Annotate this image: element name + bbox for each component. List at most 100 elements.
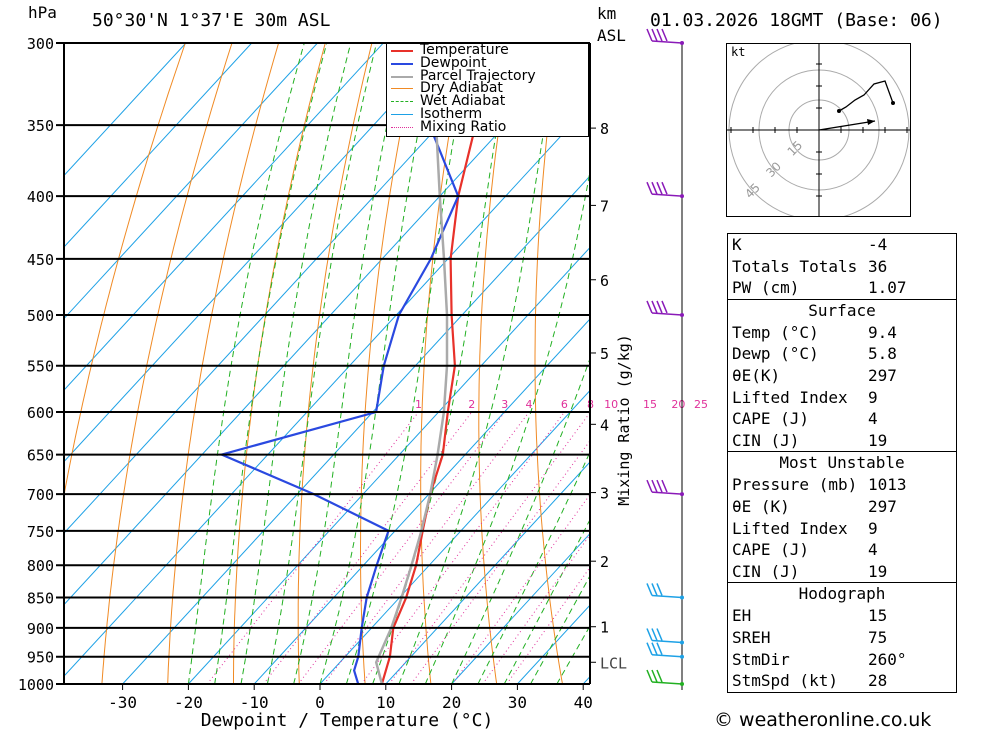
mixing-ratio-line xyxy=(263,411,473,684)
hodograph-ring-label: 15 xyxy=(785,138,806,159)
mixing-ratio-label: 10 xyxy=(604,398,618,411)
km-tick-label: 3 xyxy=(600,485,609,503)
isotherm-line xyxy=(64,43,516,534)
wet-adiabat-line xyxy=(477,450,590,684)
wind-barb-feather xyxy=(651,479,658,493)
dry-adiabat-line xyxy=(101,43,233,684)
wind-barb-feather xyxy=(646,583,653,596)
legend-mixing-ratio: Mixing Ratio xyxy=(387,120,588,134)
dry-adiabat-line xyxy=(978,43,1000,684)
wind-barb xyxy=(651,193,683,197)
surface-cin: CIN (J) 19 xyxy=(732,430,888,450)
legend-parcel: Parcel Trajectory xyxy=(387,69,588,83)
wind-barb-feather xyxy=(646,300,653,314)
wet-adiabat-line xyxy=(503,518,590,684)
legend-wet-adiabat: Wet Adiabat xyxy=(387,94,588,108)
wet-adiabat-line xyxy=(187,43,305,684)
isotherm-line xyxy=(64,103,590,677)
pressure-tick-label: 500 xyxy=(27,307,54,325)
mixing-ratio-label: 15 xyxy=(643,398,657,411)
wind-barb xyxy=(651,491,683,495)
wet-adiabat-line xyxy=(293,43,406,684)
surface-theta-e: θE(K) 297 xyxy=(732,365,897,385)
x-axis-label: Dewpoint / Temperature (°C) xyxy=(201,710,494,731)
most-unstable-title: Most Unstable xyxy=(779,453,905,473)
mu-theta-e: θE (K) 297 xyxy=(732,496,897,516)
km-tick-label: LCL xyxy=(600,654,627,672)
wind-barb-feather xyxy=(656,628,663,641)
x-tick-label: -30 xyxy=(108,693,137,712)
wind-barb-feather xyxy=(646,628,653,641)
hodo-stmdir: StmDir 260° xyxy=(732,649,907,669)
mixing-ratio-line xyxy=(482,534,590,684)
hodograph-title: Hodograph xyxy=(798,584,886,604)
pressure-tick-label: 650 xyxy=(27,447,54,465)
hodo-stmspd: StmSpd (kt) 28 xyxy=(732,671,888,691)
hodograph-unit: kt xyxy=(731,45,746,59)
wind-barb xyxy=(651,653,683,658)
wind-barb-dot xyxy=(680,492,684,497)
dry-adiabat-line xyxy=(167,43,280,684)
isotherm-line xyxy=(64,43,253,248)
dry-adiabat-line xyxy=(642,43,694,684)
mixing-ratio-label: 25 xyxy=(694,398,708,411)
storm-motion-vector xyxy=(818,120,876,131)
surface-dewp: Dewp (°C) 5.8 xyxy=(732,344,897,364)
wind-barb-dot xyxy=(680,595,684,600)
isotherm-line xyxy=(64,43,318,320)
isotherm-line xyxy=(253,318,590,684)
most-unstable-section: Most Unstable Pressure (mb) 1013 θE (K) 29… xyxy=(728,451,956,582)
mixing-ratio-axis-label: Mixing Ratio (g/kg) xyxy=(615,334,633,506)
x-tick-label: 40 xyxy=(574,693,593,712)
mixing-ratio-line xyxy=(410,439,590,684)
mixing-ratio-line xyxy=(452,493,590,684)
indices-top: K -4 Totals Totals 36 PW (cm) 1.07 xyxy=(728,234,956,299)
hodograph-point xyxy=(837,109,841,113)
mixing-ratio-label: 4 xyxy=(526,398,533,411)
isotherm-line xyxy=(64,43,187,177)
index-row-totals: Totals Totals 36 xyxy=(732,256,888,276)
legend-dewpoint: Dewpoint xyxy=(387,56,588,70)
hodograph-section: Hodograph EH 15 SREH 75 StmDir 260° StmSpd … xyxy=(728,582,956,691)
wet-adiabat-line xyxy=(398,43,559,684)
mixing-ratio-label: 6 xyxy=(561,398,568,411)
wind-barb-dot xyxy=(680,312,684,317)
dry-adiabat-line xyxy=(233,43,326,684)
wet-adiabat-line xyxy=(424,168,590,684)
dry-adiabat-line xyxy=(420,43,466,684)
isotherm-line xyxy=(122,175,590,684)
mu-cin: CIN (J) 19 xyxy=(732,561,888,581)
wind-barb-feather xyxy=(656,181,663,195)
mixing-ratio-label: 20 xyxy=(671,398,685,411)
isotherm-line xyxy=(64,43,384,391)
km-tick-label: 1 xyxy=(600,619,609,637)
wind-barb-feather xyxy=(651,583,658,596)
pressure-tick-label: 400 xyxy=(27,188,54,206)
km-tick-label: 8 xyxy=(600,120,609,138)
legend: Temperature Dewpoint Parcel Trajectory D… xyxy=(386,43,589,137)
series-dewpoint xyxy=(218,43,477,684)
wind-barb-dot xyxy=(680,41,684,45)
wet-adiabat-line xyxy=(451,356,590,684)
wind-barb xyxy=(651,594,683,599)
series-temperature xyxy=(380,43,507,684)
hodograph-panel: kt 15 30 45 xyxy=(726,39,911,221)
surface-title: Surface xyxy=(808,300,876,320)
wind-barb-feather xyxy=(656,669,663,683)
storm-motion-arrowhead xyxy=(867,119,875,125)
mixing-ratio-line xyxy=(388,411,590,684)
x-tick-label: -20 xyxy=(174,693,203,712)
wind-barb-feather xyxy=(656,300,663,314)
km-tick-label: 6 xyxy=(600,272,609,290)
mixing-ratio-line xyxy=(206,411,419,684)
surface-lifted-index: Lifted Index 9 xyxy=(732,387,878,407)
legend-isotherm: Isotherm xyxy=(387,107,588,121)
wind-barb xyxy=(651,681,683,685)
legend-dry-adiabat: Dry Adiabat xyxy=(387,81,588,95)
index-row-pw: PW (cm) 1.07 xyxy=(732,278,907,298)
pressure-tick-label: 450 xyxy=(27,251,54,269)
wind-barb xyxy=(651,40,683,44)
isotherm-line xyxy=(385,461,590,684)
km-tick-label: 4 xyxy=(600,416,609,434)
